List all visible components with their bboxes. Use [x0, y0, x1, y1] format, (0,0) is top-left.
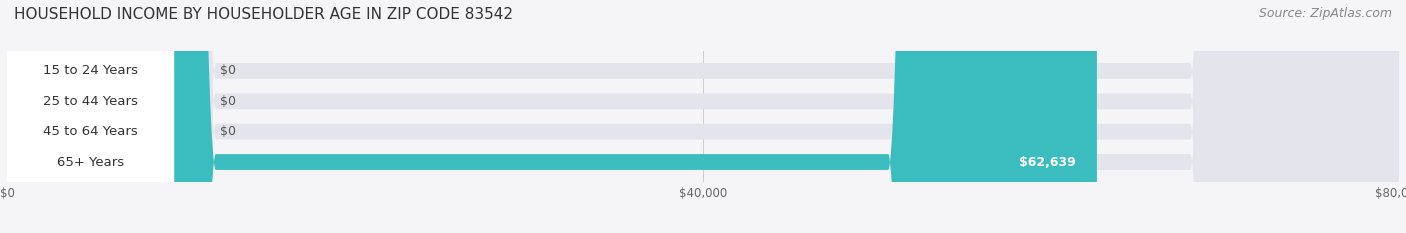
FancyBboxPatch shape: [7, 0, 174, 233]
FancyBboxPatch shape: [7, 0, 174, 233]
Text: $0: $0: [219, 65, 236, 78]
Text: HOUSEHOLD INCOME BY HOUSEHOLDER AGE IN ZIP CODE 83542: HOUSEHOLD INCOME BY HOUSEHOLDER AGE IN Z…: [14, 7, 513, 22]
FancyBboxPatch shape: [7, 0, 1399, 233]
FancyBboxPatch shape: [7, 0, 1399, 233]
Text: 15 to 24 Years: 15 to 24 Years: [44, 65, 138, 78]
Text: 25 to 44 Years: 25 to 44 Years: [44, 95, 138, 108]
Text: 65+ Years: 65+ Years: [58, 155, 124, 168]
Text: $62,639: $62,639: [1019, 155, 1076, 168]
Text: Source: ZipAtlas.com: Source: ZipAtlas.com: [1258, 7, 1392, 20]
Text: $0: $0: [219, 125, 236, 138]
FancyBboxPatch shape: [7, 0, 200, 233]
FancyBboxPatch shape: [7, 0, 174, 233]
FancyBboxPatch shape: [7, 0, 200, 233]
FancyBboxPatch shape: [7, 0, 200, 233]
FancyBboxPatch shape: [7, 0, 174, 233]
Text: $0: $0: [219, 95, 236, 108]
FancyBboxPatch shape: [7, 0, 1097, 233]
FancyBboxPatch shape: [7, 0, 1399, 233]
FancyBboxPatch shape: [7, 0, 1399, 233]
Text: 45 to 64 Years: 45 to 64 Years: [44, 125, 138, 138]
